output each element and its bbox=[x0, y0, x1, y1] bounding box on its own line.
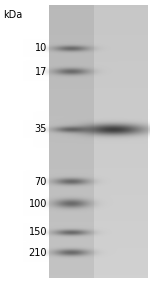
Text: 10: 10 bbox=[35, 43, 47, 53]
Text: 210: 210 bbox=[28, 248, 47, 258]
Text: 150: 150 bbox=[28, 227, 47, 237]
Text: 70: 70 bbox=[35, 177, 47, 187]
Text: kDa: kDa bbox=[3, 10, 22, 20]
Text: 35: 35 bbox=[35, 124, 47, 134]
Text: 17: 17 bbox=[35, 67, 47, 77]
Text: 100: 100 bbox=[29, 199, 47, 209]
